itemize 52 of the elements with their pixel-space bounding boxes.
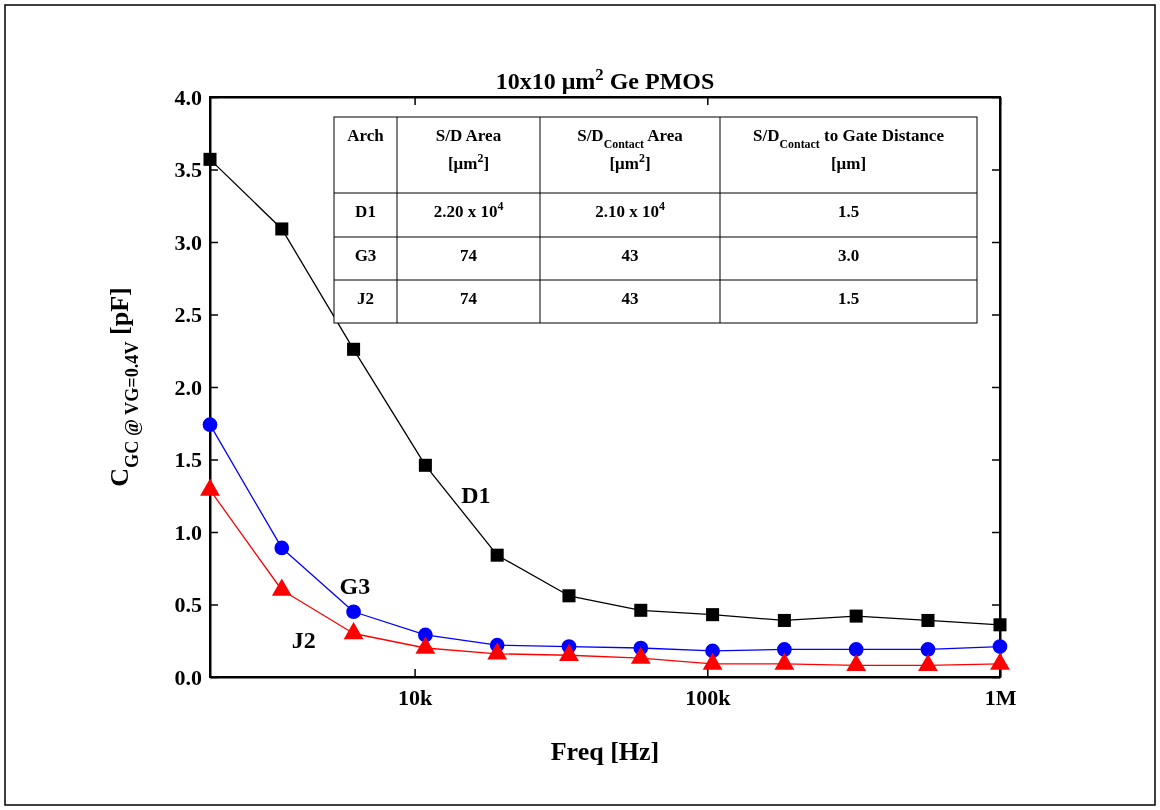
annotation: G3: [354, 246, 377, 265]
annotation: S/D$_{Contact}$ Area [μm$^{2}$]: [577, 126, 684, 173]
point: [346, 604, 361, 620]
point: [706, 608, 720, 622]
point: [202, 417, 218, 433]
y-tick-label: 0.0: [174, 664, 202, 690]
annotation: 74: [460, 289, 478, 308]
chart-title: 10x10 μm$^{2}$ Ge PMOS: [495, 64, 715, 94]
annotation: 43: [621, 246, 639, 265]
y-tick-label: 3.5: [174, 157, 202, 183]
point: [562, 589, 576, 603]
annotation: 2.20 x 10$^{4}$: [433, 199, 504, 221]
point: [992, 639, 1008, 654]
point: [634, 603, 648, 617]
annotation: J2: [357, 289, 374, 308]
point: [849, 609, 863, 623]
annotation: 3.0: [837, 246, 860, 265]
x-tick-label: 10k: [397, 684, 433, 710]
series-label: G3: [339, 572, 371, 599]
annotation: 74: [460, 246, 478, 265]
y-tick-label: 1.5: [174, 447, 202, 473]
point: [777, 613, 791, 627]
point: [275, 222, 289, 236]
annotation: D1: [355, 202, 376, 221]
annotation: S/D$_{Contact}$ to Gate Distance [μm]: [753, 126, 945, 173]
point: [920, 642, 936, 657]
y-tick-label: 2.0: [174, 374, 202, 400]
series-label: D1: [461, 482, 491, 509]
point: [777, 642, 792, 657]
annotation: S/D Area [μm$^{2}$]: [435, 126, 502, 173]
point: [490, 548, 504, 562]
y-tick-label: 0.5: [174, 592, 202, 618]
y-tick-label: 3.0: [174, 229, 202, 255]
point: [921, 613, 935, 627]
annotation: 43: [621, 289, 639, 308]
point: [418, 458, 432, 472]
x-axis-title: Freq [Hz]: [550, 737, 660, 766]
annotation: 2.10 x 10$^{4}$: [595, 199, 665, 221]
annotation: 1.5: [837, 202, 860, 221]
x-tick-label: 100k: [685, 684, 732, 710]
point: [274, 540, 290, 556]
point: [203, 152, 217, 166]
annotation: 1.5: [837, 289, 860, 308]
x-tick-label: 1M: [984, 684, 1017, 710]
y-tick-label: 2.5: [174, 302, 202, 328]
point: [848, 642, 864, 657]
y-tick-label: 4.0: [174, 84, 202, 110]
series-label: J2: [291, 627, 316, 653]
point: [347, 342, 361, 356]
y-tick-label: 1.0: [174, 519, 202, 545]
point: [993, 618, 1007, 632]
annotation: Arch: [347, 126, 385, 145]
